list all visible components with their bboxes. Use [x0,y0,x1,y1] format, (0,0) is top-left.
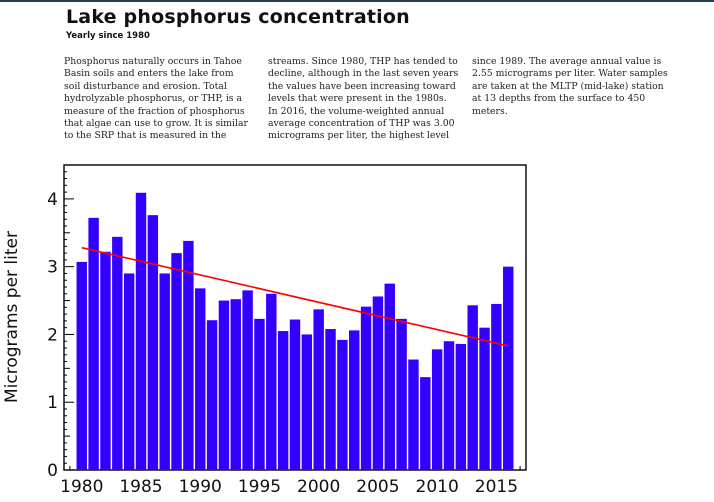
bar [254,318,265,470]
text-line: 2.55 micrograms per liter. Water samples [472,68,668,80]
y-tick-label: 3 [47,258,58,278]
text-line: Basin soils and enters the lake from [64,68,234,80]
bar [467,305,478,470]
bar [503,266,514,470]
text-line: measure of the fraction of phosphorus [64,105,245,117]
y-axis-label: Micrograms per liter [2,231,22,403]
x-tick-label: 1995 [238,477,281,497]
y-tick-label: 2 [47,325,58,345]
bar [408,359,419,470]
y-tick-label: 4 [47,190,58,210]
text-line: meters. [472,105,508,117]
bar [112,236,123,470]
text-line: average concentration of THP was 3.00 [268,118,455,130]
text-line: the values have been increasing toward [268,80,456,92]
bar [171,253,182,470]
text-line: decline, although in the last seven year… [268,68,459,80]
bar [443,341,455,470]
text-line: In 2016, the volume-weighted annual [268,105,445,117]
x-tick-label: 1980 [60,477,103,497]
bar [384,283,395,470]
bar [431,349,443,470]
bar [159,273,170,470]
bar [301,334,313,470]
bar [195,288,206,470]
text-line: soil disturbance and erosion. Total [64,80,227,92]
trend-layer [81,246,509,347]
label-layer: 1980 1985 1990 1995 2000 2005 2010 2015 0 1 2 3 4 [47,190,518,497]
bar [289,319,301,470]
bar [242,290,253,470]
bar [491,303,502,470]
bar [337,339,348,470]
text-column-1: Phosphorus naturally occurs in Tahoe Bas… [64,56,256,143]
bar [123,273,135,470]
bar [88,217,99,470]
y-tick-label: 1 [47,393,58,413]
text-line: to the SRP that is measured in the [64,130,227,142]
x-tick-label: 2010 [416,477,459,497]
text-line: since 1989. The average annual value is [472,56,662,67]
bar [396,318,407,470]
bar [183,240,194,470]
bar [100,251,111,470]
text-column-2: streams. Since 1980, THP has tended to d… [268,56,460,143]
page-title: Lake phosphorus concentration [66,6,410,28]
phosphorus-bar-chart: 1980 1985 1990 1995 2000 2005 2010 2015 0 1 2 3 4 Mi… [2,164,527,497]
bar [479,327,490,470]
bar [147,215,159,470]
bar [313,309,324,470]
x-tick-label: 2005 [356,477,399,497]
text-column-3: since 1989. The average annual value is … [472,56,668,118]
bar [230,299,241,470]
text-line: at 13 depths from the surface to 450 [472,93,646,105]
text-line: Phosphorus naturally occurs in Tahoe [64,56,242,67]
bar [349,330,360,470]
text-line: are taken at the MLTP (mid-lake) station [472,80,664,92]
text-line: streams. Since 1980, THP has tended to [268,56,458,67]
bar [277,331,289,470]
x-tick-label: 2015 [475,477,518,497]
bar [218,300,230,470]
bar [455,343,467,470]
trend-line [81,246,509,347]
bar [206,320,218,470]
text-line: that algae can use to grow. It is simila… [64,118,248,130]
text-line: hydrolyzable phosphorus, or THP, is a [64,93,243,105]
x-tick-label: 2000 [297,477,340,497]
bar [266,293,277,470]
bar-layer [76,192,514,470]
bar [372,296,384,470]
bar [420,377,431,470]
y-tick-label: 0 [47,461,58,481]
text-line: micrograms per liter, the highest level [268,130,450,142]
bar [360,306,372,470]
text-line: levels that were present in the 1980s. [268,93,447,105]
bar [325,329,336,470]
bar [76,261,87,470]
page-subtitle: Yearly since 1980 [66,31,150,41]
x-tick-label: 1985 [119,477,162,497]
x-tick-label: 1990 [179,477,222,497]
bar [135,192,147,470]
